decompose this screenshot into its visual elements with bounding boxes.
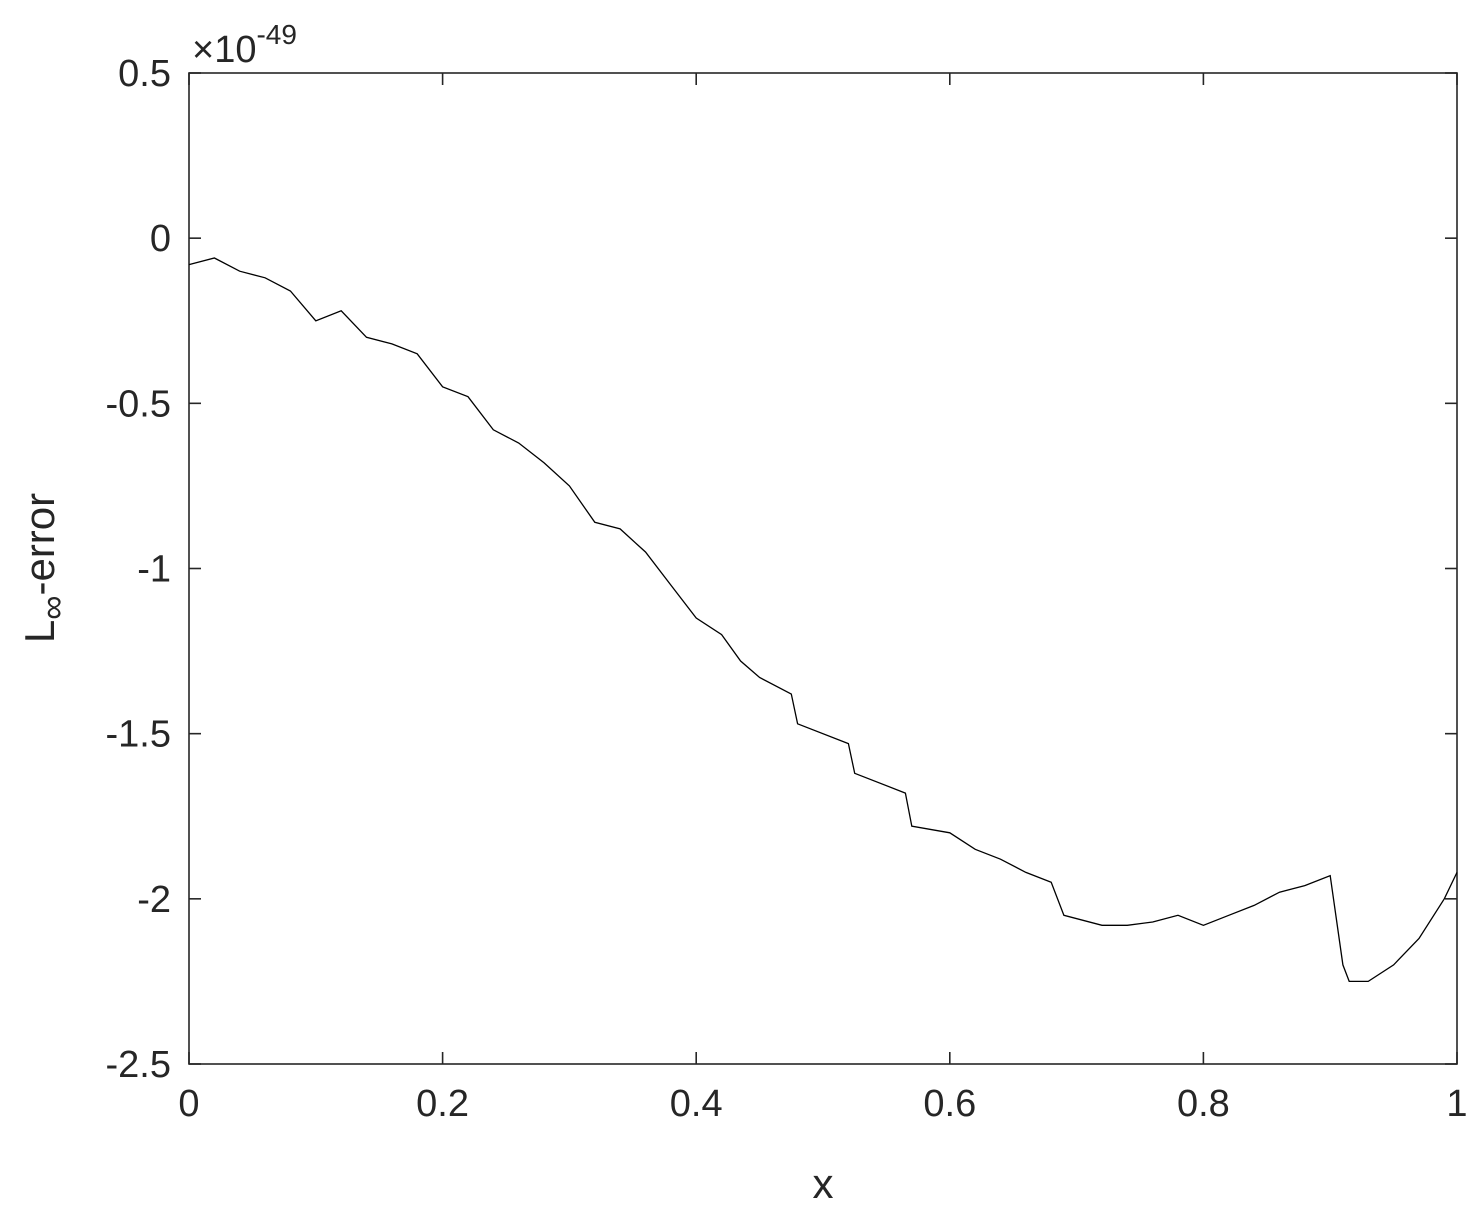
y-tick-label: -2 — [137, 879, 171, 921]
plot-area — [188, 72, 1458, 1065]
x-tick-label: 0.6 — [923, 1083, 976, 1125]
x-tick-label: 0.8 — [1177, 1083, 1230, 1125]
y-axis-title: L∞-error — [16, 493, 72, 643]
y-axis-ticks: 0.5 0 -0.5 -1 -1.5 -2 -2.5 — [106, 53, 1457, 1086]
x-tick-label: 1 — [1446, 1083, 1467, 1125]
x-tick-label: 0.2 — [416, 1083, 469, 1125]
x-tick-label: 0.4 — [670, 1083, 723, 1125]
series-line — [188, 257, 1458, 983]
y-tick-label: 0 — [150, 218, 171, 260]
y-tick-label: 0.5 — [118, 53, 171, 95]
y-tick-label: -0.5 — [106, 383, 171, 425]
x-axis-ticks: 0 0.2 0.4 0.6 0.8 1 — [178, 73, 1468, 1125]
y-tick-label: -2.5 — [106, 1044, 171, 1086]
y-tick-label: -1.5 — [106, 714, 171, 756]
x-tick-label: 0 — [178, 1083, 199, 1125]
exponent-label: ×10-49 — [192, 19, 297, 71]
x-axis-title: x — [813, 1160, 834, 1207]
y-tick-label: -1 — [137, 549, 171, 591]
